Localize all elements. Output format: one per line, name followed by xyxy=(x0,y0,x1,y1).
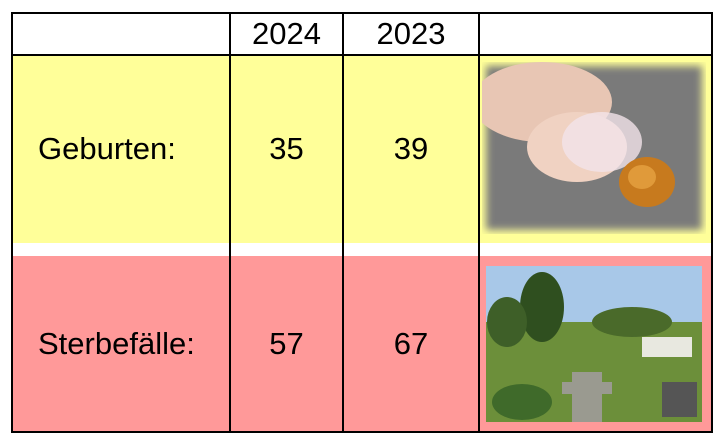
cell-value: 67 xyxy=(343,256,479,432)
column-header: 2023 xyxy=(343,12,479,55)
border xyxy=(12,431,712,433)
border xyxy=(12,12,712,14)
page: 2024 2023 Geburten: 35 39 Sterbefälle: 5… xyxy=(0,0,716,437)
column-header: 2024 xyxy=(230,12,343,55)
cell-value: 35 xyxy=(230,55,343,243)
border xyxy=(711,12,713,433)
cell-value: 57 xyxy=(230,256,343,432)
row-label: Sterbefälle: xyxy=(12,256,230,432)
cell-value: 39 xyxy=(343,55,479,243)
row-label: Geburten: xyxy=(12,55,230,243)
border xyxy=(11,12,13,433)
cemetery-photo xyxy=(482,262,706,426)
border xyxy=(478,12,480,433)
border xyxy=(342,12,344,433)
baby-photo xyxy=(482,62,706,234)
border xyxy=(229,12,231,433)
border xyxy=(12,54,712,56)
